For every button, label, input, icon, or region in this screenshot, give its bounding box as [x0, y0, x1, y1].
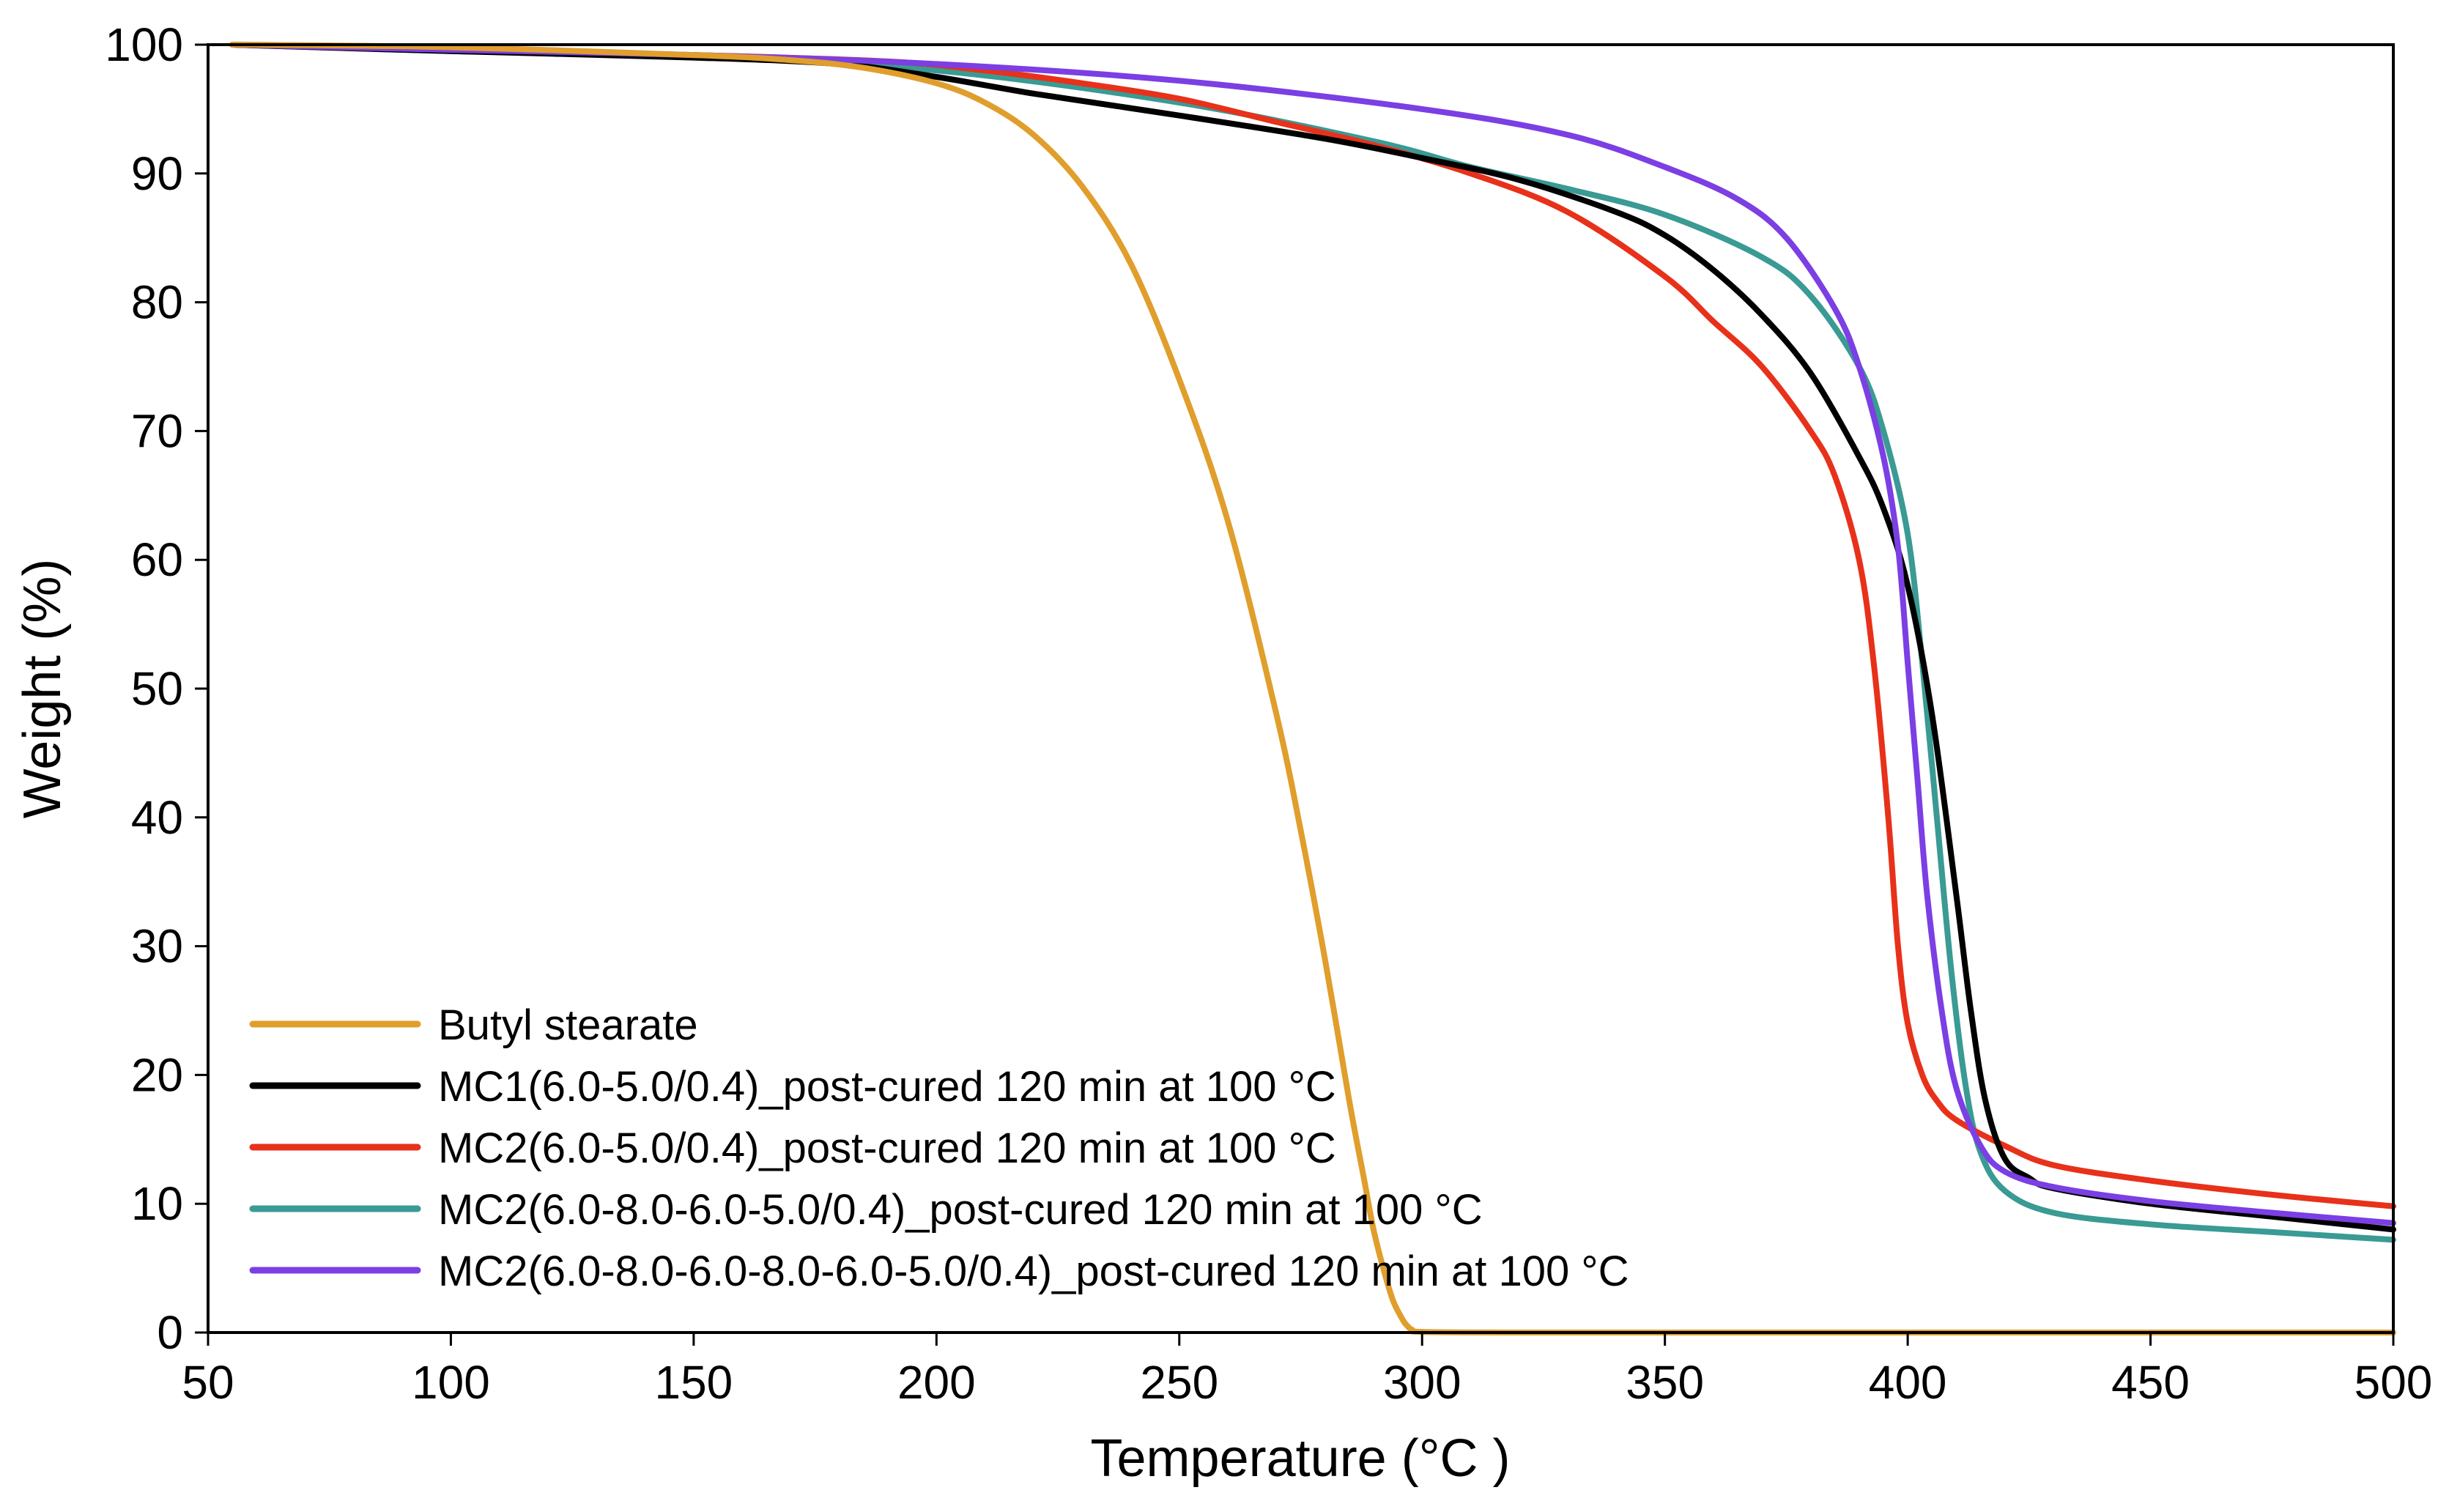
x-tick-label: 250	[1140, 1356, 1218, 1409]
y-tick-label: 50	[131, 662, 183, 715]
x-tick-label: 450	[2111, 1356, 2190, 1409]
y-tick-label: 20	[131, 1048, 183, 1101]
y-tick-label: 80	[131, 276, 183, 329]
x-tick-label: 500	[2354, 1356, 2433, 1409]
series-line-4	[229, 42, 2396, 1243]
x-tick-label: 150	[654, 1356, 733, 1409]
y-tick-label: 10	[131, 1177, 183, 1230]
y-tick-label: 100	[105, 18, 183, 71]
y-tick-label: 70	[131, 404, 183, 457]
y-axis-title: Weight (%)	[13, 559, 72, 819]
series-line-5	[229, 42, 2396, 1226]
x-axis: 50 100 150 200 250 300 350 400 450 500	[182, 1333, 2432, 1409]
legend-label: MC1(6.0-5.0/0.4)_post-cured 120 min at 1…	[438, 1063, 1336, 1111]
legend-label: MC2(6.0-8.0-6.0-5.0/0.4)_post-cured 120 …	[438, 1186, 1483, 1234]
legend-label: MC2(6.0-8.0-6.0-8.0-6.0-5.0/0.4)_post-cu…	[438, 1248, 1629, 1295]
x-tick-label: 100	[412, 1356, 490, 1409]
y-tick-label: 40	[131, 791, 183, 844]
legend-label: Butyl stearate	[438, 1001, 698, 1049]
legend-label: MC2(6.0-5.0/0.4)_post-cured 120 min at 1…	[438, 1124, 1336, 1172]
y-tick-label: 0	[157, 1306, 183, 1359]
x-tick-label: 300	[1383, 1356, 1461, 1409]
y-axis: 0 10 20 30 40 50 60 70 80 90 100	[105, 18, 208, 1359]
y-tick-label: 30	[131, 920, 183, 973]
x-tick-label: 400	[1869, 1356, 1947, 1409]
x-tick-label: 350	[1626, 1356, 1704, 1409]
legend: Butyl stearate MC1(6.0-5.0/0.4)_post-cure…	[249, 1001, 1629, 1295]
y-tick-label: 60	[131, 533, 183, 586]
x-axis-title: Temperature (°C )	[1091, 1429, 1511, 1488]
x-tick-label: 200	[897, 1356, 976, 1409]
y-tick-label: 90	[131, 147, 183, 200]
x-tick-label: 50	[182, 1356, 234, 1409]
